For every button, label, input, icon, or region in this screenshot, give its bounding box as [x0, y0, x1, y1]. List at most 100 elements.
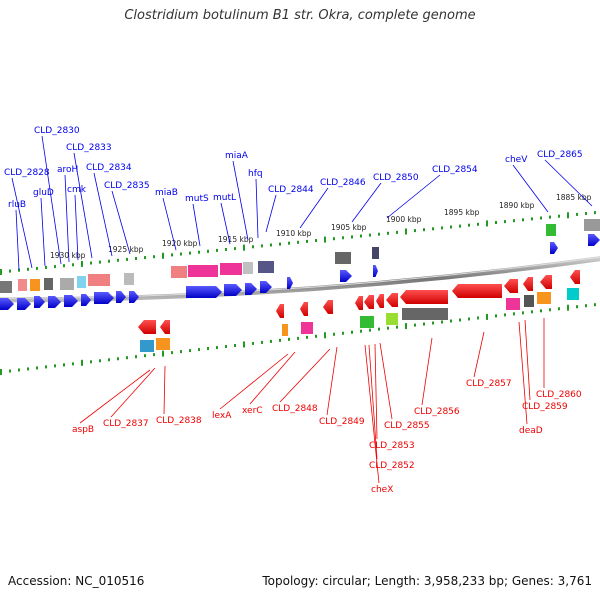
- gene-feature-block: [44, 278, 53, 290]
- forward-gene-arrow: [17, 298, 31, 310]
- gene-feature-block: [188, 265, 218, 277]
- leader-line: [351, 182, 382, 223]
- gene-label-cld-2857: CLD_2857: [466, 379, 512, 389]
- ruler-tick: [153, 255, 155, 259]
- gene-label-glud: gluD: [33, 188, 54, 198]
- ruler-tick: [531, 217, 533, 221]
- ruler-label: 1905 kbp: [331, 223, 367, 232]
- ruler-tick: [333, 237, 335, 241]
- ruler-tick: [216, 346, 218, 350]
- ruler-tick: [594, 211, 596, 215]
- ruler-tick: [252, 341, 254, 345]
- gene-label-cld-2853: CLD_2853: [369, 441, 415, 451]
- ruler-label: 1915 kbp: [218, 235, 254, 244]
- gene-feature-block: [546, 224, 556, 236]
- ruler-tick: [90, 261, 92, 265]
- forward-gene-arrow: [129, 291, 139, 303]
- ruler-tick: [162, 252, 164, 259]
- gene-label-chev: cheV: [505, 155, 528, 165]
- gene-feature-block: [567, 288, 579, 300]
- ruler-tick: [252, 245, 254, 249]
- leader-line: [265, 194, 277, 233]
- leader-line: [41, 135, 62, 265]
- ruler-tick: [432, 227, 434, 231]
- forward-gene-arrow: [373, 265, 378, 277]
- ruler-tick: [468, 317, 470, 321]
- ruler-tick: [567, 212, 569, 219]
- leader-line: [163, 365, 166, 415]
- ruler-tick: [216, 248, 218, 252]
- ruler-tick: [558, 214, 560, 218]
- gene-label-aspb: aspB: [72, 425, 94, 435]
- ruler-tick: [513, 219, 515, 223]
- leader-line: [192, 203, 201, 247]
- gene-feature-block: [156, 338, 170, 350]
- leader-line: [15, 209, 20, 271]
- forward-gene-arrow: [34, 296, 45, 308]
- ruler-tick: [108, 358, 110, 362]
- ruler-tick: [405, 228, 407, 235]
- reverse-gene-arrow: [376, 294, 384, 308]
- ruler-tick: [360, 234, 362, 238]
- gene-feature-block: [537, 292, 551, 304]
- ruler-tick: [477, 222, 479, 226]
- ruler-tick: [207, 347, 209, 351]
- lower-scale-ruler: [0, 303, 596, 375]
- gene-labels: rluB CLD_2828 gluD CLD_2830 aroH cmk CLD_2833 C…: [4, 126, 583, 495]
- ruler-tick: [261, 340, 263, 344]
- leader-line: [544, 159, 593, 207]
- forward-gene-arrow: [94, 292, 114, 304]
- leader-line: [74, 194, 79, 261]
- leader-line: [111, 190, 131, 255]
- gene-feature-block: [243, 262, 253, 274]
- ruler-tick: [72, 263, 74, 267]
- gene-label-chex: cheX: [371, 485, 393, 495]
- ruler-tick: [558, 307, 560, 311]
- reverse-gene-arrow: [138, 320, 156, 334]
- gene-label-cld-2830: CLD_2830: [34, 126, 80, 136]
- ruler-tick: [333, 332, 335, 336]
- gene-feature-block: [220, 263, 242, 275]
- ruler-tick: [234, 343, 236, 347]
- gene-label-aroh: aroH: [57, 165, 78, 175]
- leader-line: [364, 344, 380, 484]
- ruler-tick: [468, 223, 470, 227]
- leader-line: [162, 197, 177, 251]
- ruler-tick: [171, 351, 173, 355]
- leader-line: [219, 353, 289, 410]
- accession-text: Accession: NC_010516: [8, 574, 145, 588]
- ruler-tick: [315, 334, 317, 338]
- ruler-tick: [36, 366, 38, 370]
- gene-label-cld-2835: CLD_2835: [104, 181, 150, 191]
- gene-feature-block: [301, 322, 313, 334]
- gene-label-miab: miaB: [155, 188, 178, 198]
- ruler-tick: [423, 228, 425, 232]
- leader-line: [255, 178, 259, 239]
- genome-backbone: [0, 256, 600, 303]
- ruler-tick: [108, 259, 110, 263]
- leader-line: [93, 172, 113, 257]
- forward-gene-arrow: [287, 277, 293, 289]
- ruler-tick: [225, 345, 227, 348]
- ruler-tick: [180, 252, 182, 256]
- gene-feature-block: [335, 252, 351, 264]
- leader-line: [326, 346, 338, 416]
- forward-gene-arrow: [588, 234, 600, 246]
- leader-line: [512, 164, 549, 213]
- ruler-tick: [153, 353, 155, 357]
- gene-label-cmk: cmk: [67, 185, 87, 195]
- ruler-label: 1920 kbp: [162, 239, 198, 248]
- ruler-tick: [567, 304, 569, 311]
- ruler-tick: [162, 350, 164, 357]
- gene-label-cld-2850: CLD_2850: [373, 173, 419, 183]
- reverse-gene-arrow: [504, 279, 518, 293]
- ruler-tick: [387, 231, 389, 235]
- ruler-tick: [63, 363, 65, 367]
- reverse-gene-arrow: [160, 320, 170, 334]
- ruler-tick: [243, 244, 245, 251]
- gene-label-mutl: mutL: [213, 193, 236, 203]
- forward-gene-arrow: [0, 298, 14, 310]
- ruler-tick: [513, 312, 515, 316]
- ruler-tick: [225, 248, 227, 251]
- reverse-gene-arrow: [452, 284, 502, 298]
